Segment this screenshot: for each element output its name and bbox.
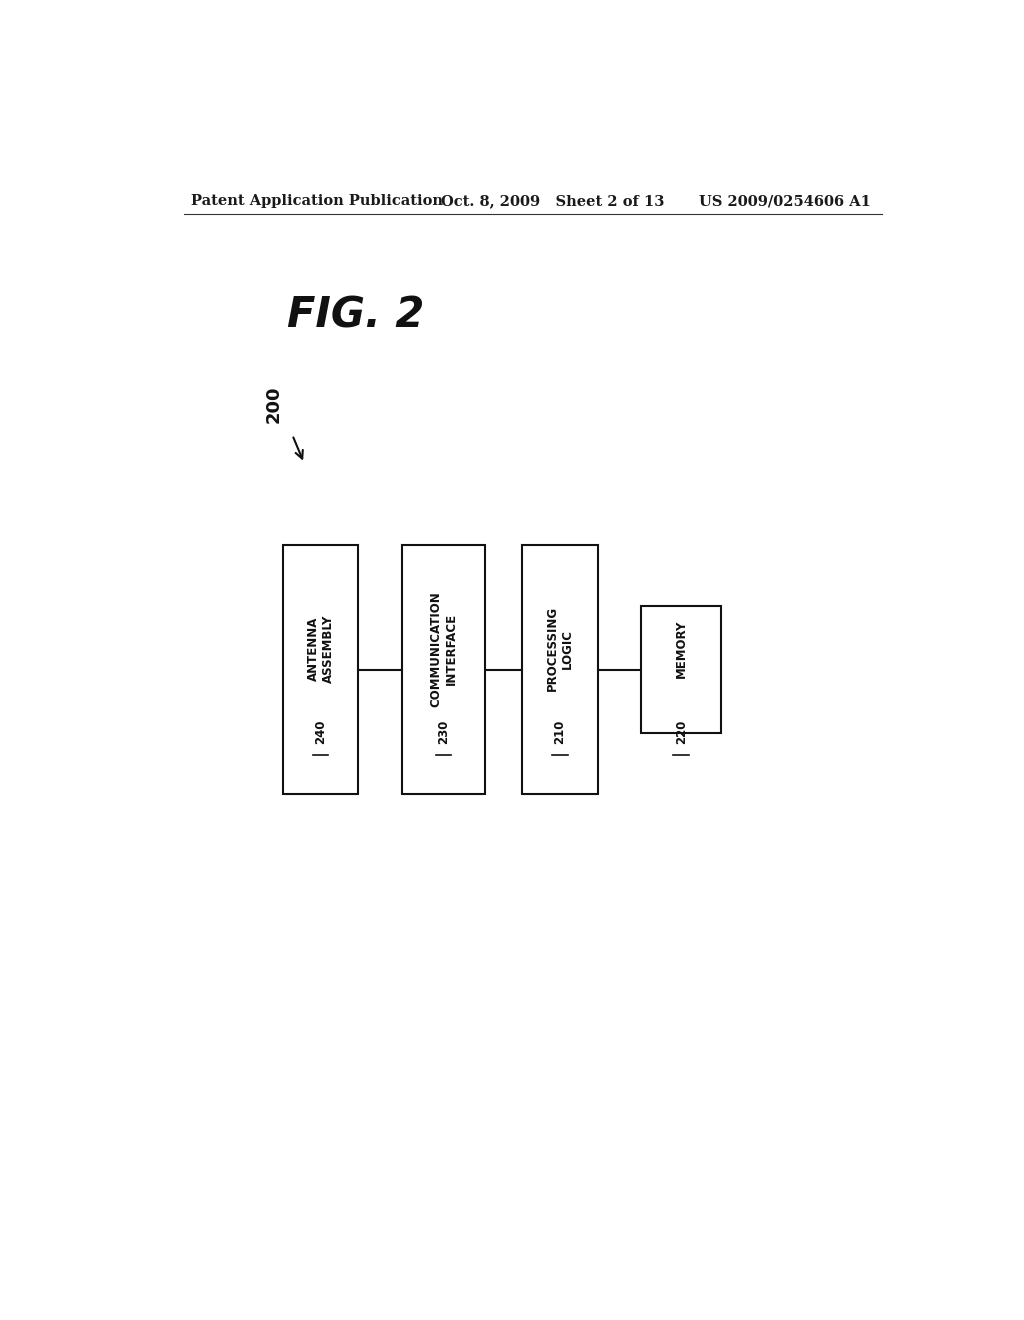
Bar — [522, 545, 598, 793]
Text: 220: 220 — [675, 719, 688, 744]
Text: PROCESSING
LOGIC: PROCESSING LOGIC — [546, 606, 574, 692]
Text: Oct. 8, 2009   Sheet 2 of 13: Oct. 8, 2009 Sheet 2 of 13 — [441, 194, 665, 209]
Text: 200: 200 — [264, 385, 283, 424]
Text: COMMUNICATION
INTERFACE: COMMUNICATION INTERFACE — [429, 591, 458, 706]
Bar — [283, 545, 358, 793]
Text: FIG. 2: FIG. 2 — [287, 294, 424, 337]
Text: 210: 210 — [554, 719, 566, 744]
Text: ANTENNA
ASSEMBLY: ANTENNA ASSEMBLY — [306, 615, 335, 682]
Text: US 2009/0254606 A1: US 2009/0254606 A1 — [699, 194, 871, 209]
Text: MEMORY: MEMORY — [675, 619, 688, 678]
Text: 230: 230 — [437, 719, 450, 744]
Text: 240: 240 — [314, 719, 327, 744]
Text: Patent Application Publication: Patent Application Publication — [191, 194, 443, 209]
Bar — [401, 545, 485, 793]
Bar — [641, 606, 721, 733]
